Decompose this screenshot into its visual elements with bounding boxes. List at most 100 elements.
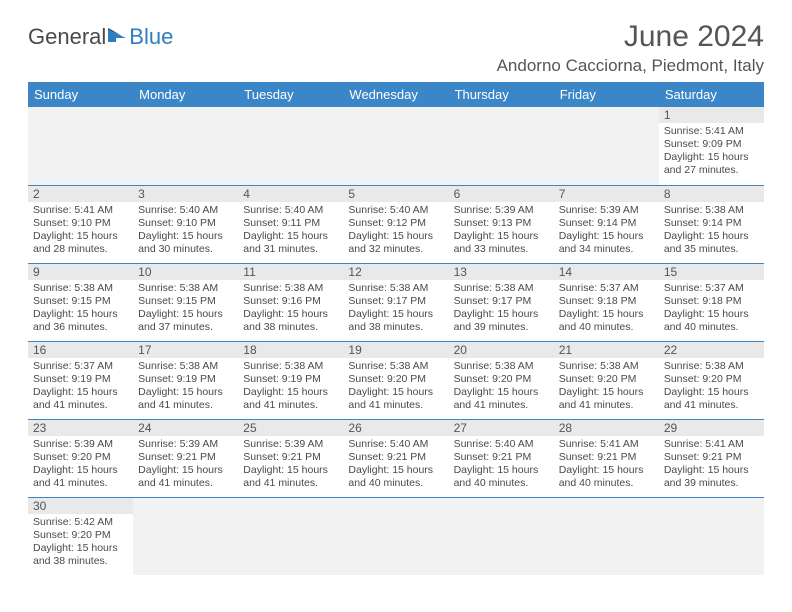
daylight-line: Daylight: 15 hours and 39 minutes. [664,464,759,490]
daylight-line: Daylight: 15 hours and 28 minutes. [33,230,128,256]
daylight-line: Daylight: 15 hours and 41 minutes. [664,386,759,412]
calendar-day-cell: 7Sunrise: 5:39 AMSunset: 9:14 PMDaylight… [554,185,659,263]
day-details: Sunrise: 5:40 AMSunset: 9:21 PMDaylight:… [449,436,554,494]
sunset-line: Sunset: 9:15 PM [33,295,128,308]
calendar-empty-cell [133,107,238,185]
day-details: Sunrise: 5:40 AMSunset: 9:10 PMDaylight:… [133,202,238,260]
sunset-line: Sunset: 9:11 PM [243,217,338,230]
day-details: Sunrise: 5:37 AMSunset: 9:18 PMDaylight:… [554,280,659,338]
sunrise-line: Sunrise: 5:38 AM [454,282,549,295]
calendar-day-cell: 30Sunrise: 5:42 AMSunset: 9:20 PMDayligh… [28,497,133,575]
sunrise-line: Sunrise: 5:38 AM [243,282,338,295]
sunrise-line: Sunrise: 5:40 AM [348,204,443,217]
day-number: 4 [238,186,343,202]
calendar-empty-cell [133,497,238,575]
day-details: Sunrise: 5:37 AMSunset: 9:18 PMDaylight:… [659,280,764,338]
day-number: 15 [659,264,764,280]
day-details: Sunrise: 5:38 AMSunset: 9:15 PMDaylight:… [133,280,238,338]
daylight-line: Daylight: 15 hours and 40 minutes. [559,308,654,334]
sunrise-line: Sunrise: 5:39 AM [243,438,338,451]
weekday-header: Friday [554,82,659,107]
header: General Blue June 2024 Andorno Cacciorna… [28,20,764,76]
daylight-line: Daylight: 15 hours and 41 minutes. [243,464,338,490]
sunset-line: Sunset: 9:21 PM [454,451,549,464]
daylight-line: Daylight: 15 hours and 40 minutes. [559,464,654,490]
calendar-week-row: 2Sunrise: 5:41 AMSunset: 9:10 PMDaylight… [28,185,764,263]
calendar-empty-cell [343,497,448,575]
sunset-line: Sunset: 9:18 PM [559,295,654,308]
sunrise-line: Sunrise: 5:39 AM [559,204,654,217]
sunset-line: Sunset: 9:20 PM [348,373,443,386]
calendar-empty-cell [554,107,659,185]
calendar-day-cell: 19Sunrise: 5:38 AMSunset: 9:20 PMDayligh… [343,341,448,419]
sunset-line: Sunset: 9:10 PM [138,217,233,230]
day-details: Sunrise: 5:41 AMSunset: 9:21 PMDaylight:… [659,436,764,494]
sunrise-line: Sunrise: 5:40 AM [454,438,549,451]
brand-part2: Blue [129,24,173,50]
day-number: 12 [343,264,448,280]
day-number: 21 [554,342,659,358]
day-number: 27 [449,420,554,436]
day-details: Sunrise: 5:39 AMSunset: 9:14 PMDaylight:… [554,202,659,260]
sunset-line: Sunset: 9:21 PM [348,451,443,464]
daylight-line: Daylight: 15 hours and 27 minutes. [664,151,759,177]
day-details: Sunrise: 5:38 AMSunset: 9:20 PMDaylight:… [554,358,659,416]
day-details: Sunrise: 5:38 AMSunset: 9:15 PMDaylight:… [28,280,133,338]
calendar-day-cell: 27Sunrise: 5:40 AMSunset: 9:21 PMDayligh… [449,419,554,497]
location-subtitle: Andorno Cacciorna, Piedmont, Italy [497,56,764,76]
sunrise-line: Sunrise: 5:39 AM [33,438,128,451]
calendar-day-cell: 5Sunrise: 5:40 AMSunset: 9:12 PMDaylight… [343,185,448,263]
day-details: Sunrise: 5:38 AMSunset: 9:14 PMDaylight:… [659,202,764,260]
daylight-line: Daylight: 15 hours and 38 minutes. [33,542,128,568]
daylight-line: Daylight: 15 hours and 38 minutes. [243,308,338,334]
calendar-day-cell: 29Sunrise: 5:41 AMSunset: 9:21 PMDayligh… [659,419,764,497]
daylight-line: Daylight: 15 hours and 39 minutes. [454,308,549,334]
daylight-line: Daylight: 15 hours and 41 minutes. [138,464,233,490]
day-number: 28 [554,420,659,436]
calendar-day-cell: 8Sunrise: 5:38 AMSunset: 9:14 PMDaylight… [659,185,764,263]
calendar-day-cell: 20Sunrise: 5:38 AMSunset: 9:20 PMDayligh… [449,341,554,419]
daylight-line: Daylight: 15 hours and 30 minutes. [138,230,233,256]
calendar-empty-cell [238,107,343,185]
sunset-line: Sunset: 9:19 PM [33,373,128,386]
sunrise-line: Sunrise: 5:38 AM [33,282,128,295]
calendar-day-cell: 3Sunrise: 5:40 AMSunset: 9:10 PMDaylight… [133,185,238,263]
day-details: Sunrise: 5:41 AMSunset: 9:21 PMDaylight:… [554,436,659,494]
calendar-empty-cell [554,497,659,575]
sunrise-line: Sunrise: 5:38 AM [243,360,338,373]
calendar-day-cell: 26Sunrise: 5:40 AMSunset: 9:21 PMDayligh… [343,419,448,497]
day-details: Sunrise: 5:39 AMSunset: 9:21 PMDaylight:… [133,436,238,494]
daylight-line: Daylight: 15 hours and 40 minutes. [664,308,759,334]
calendar-day-cell: 28Sunrise: 5:41 AMSunset: 9:21 PMDayligh… [554,419,659,497]
sunrise-line: Sunrise: 5:41 AM [664,438,759,451]
daylight-line: Daylight: 15 hours and 40 minutes. [454,464,549,490]
sunrise-line: Sunrise: 5:41 AM [559,438,654,451]
calendar-day-cell: 9Sunrise: 5:38 AMSunset: 9:15 PMDaylight… [28,263,133,341]
sunset-line: Sunset: 9:17 PM [348,295,443,308]
sunset-line: Sunset: 9:20 PM [454,373,549,386]
day-details: Sunrise: 5:39 AMSunset: 9:13 PMDaylight:… [449,202,554,260]
daylight-line: Daylight: 15 hours and 41 minutes. [33,464,128,490]
page-title: June 2024 [497,20,764,54]
day-details: Sunrise: 5:38 AMSunset: 9:19 PMDaylight:… [133,358,238,416]
calendar-empty-cell [449,497,554,575]
day-number: 3 [133,186,238,202]
daylight-line: Daylight: 15 hours and 34 minutes. [559,230,654,256]
weekday-header: Tuesday [238,82,343,107]
daylight-line: Daylight: 15 hours and 41 minutes. [33,386,128,412]
day-details: Sunrise: 5:38 AMSunset: 9:19 PMDaylight:… [238,358,343,416]
sunrise-line: Sunrise: 5:40 AM [348,438,443,451]
day-number: 29 [659,420,764,436]
calendar-empty-cell [238,497,343,575]
sunrise-line: Sunrise: 5:38 AM [138,360,233,373]
sunrise-line: Sunrise: 5:39 AM [138,438,233,451]
daylight-line: Daylight: 15 hours and 36 minutes. [33,308,128,334]
day-number: 14 [554,264,659,280]
sunset-line: Sunset: 9:21 PM [138,451,233,464]
calendar-day-cell: 10Sunrise: 5:38 AMSunset: 9:15 PMDayligh… [133,263,238,341]
sunset-line: Sunset: 9:18 PM [664,295,759,308]
daylight-line: Daylight: 15 hours and 32 minutes. [348,230,443,256]
day-number: 5 [343,186,448,202]
calendar-day-cell: 18Sunrise: 5:38 AMSunset: 9:19 PMDayligh… [238,341,343,419]
sunrise-line: Sunrise: 5:37 AM [559,282,654,295]
